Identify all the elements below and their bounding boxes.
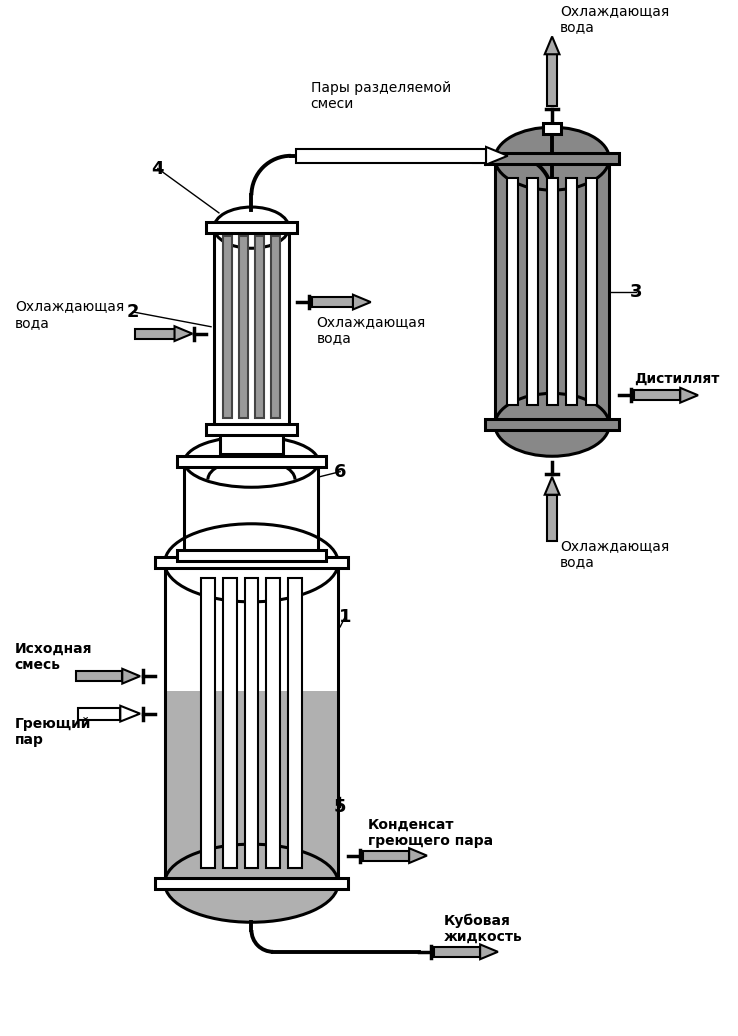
- Bar: [547, 495, 557, 541]
- Bar: [76, 671, 123, 681]
- Polygon shape: [486, 147, 508, 165]
- Bar: [214, 228, 289, 430]
- Bar: [311, 297, 353, 307]
- Text: 6: 6: [334, 463, 346, 481]
- Polygon shape: [545, 477, 559, 495]
- Polygon shape: [123, 669, 140, 684]
- Bar: [165, 563, 338, 884]
- Bar: [206, 425, 297, 435]
- Bar: [495, 159, 610, 425]
- Text: Исходная
смесь: Исходная смесь: [15, 642, 92, 672]
- Bar: [223, 578, 237, 868]
- Polygon shape: [680, 387, 698, 403]
- Ellipse shape: [495, 127, 610, 190]
- Ellipse shape: [495, 394, 610, 456]
- Bar: [239, 235, 248, 418]
- Bar: [244, 578, 258, 868]
- Text: 1: 1: [339, 608, 351, 626]
- Bar: [586, 178, 597, 405]
- Text: 2: 2: [127, 303, 139, 321]
- Polygon shape: [545, 36, 559, 54]
- Bar: [165, 563, 338, 691]
- Bar: [214, 228, 289, 430]
- Bar: [296, 149, 486, 163]
- Bar: [184, 462, 319, 555]
- Ellipse shape: [165, 844, 338, 922]
- Bar: [527, 178, 538, 405]
- Text: Дистиллят: Дистиллят: [634, 371, 720, 385]
- Ellipse shape: [214, 207, 289, 249]
- Bar: [266, 578, 280, 868]
- Polygon shape: [409, 848, 427, 863]
- Bar: [135, 328, 175, 339]
- Text: Греющий
пар: Греющий пар: [15, 717, 92, 747]
- Polygon shape: [120, 706, 140, 721]
- Bar: [434, 947, 480, 956]
- Bar: [220, 430, 283, 455]
- Text: 3: 3: [630, 283, 642, 300]
- Bar: [288, 578, 302, 868]
- Bar: [271, 235, 280, 418]
- Bar: [507, 178, 518, 405]
- Bar: [543, 122, 561, 134]
- Polygon shape: [353, 294, 370, 310]
- Bar: [363, 851, 409, 861]
- Text: Охлаждающая
вода: Охлаждающая вода: [317, 315, 426, 345]
- Bar: [547, 54, 557, 106]
- Bar: [176, 550, 326, 560]
- Bar: [155, 557, 348, 568]
- Bar: [78, 708, 120, 720]
- Bar: [206, 223, 297, 233]
- Bar: [485, 153, 619, 164]
- Text: Охлаждающая
вода: Охлаждающая вода: [560, 4, 669, 34]
- Text: Кубовая
жидкость: Кубовая жидкость: [444, 914, 523, 944]
- Text: 5: 5: [334, 798, 346, 815]
- Bar: [495, 159, 610, 425]
- Bar: [165, 691, 338, 884]
- Polygon shape: [480, 945, 498, 959]
- Bar: [547, 178, 557, 405]
- Bar: [485, 420, 619, 430]
- Bar: [155, 877, 348, 889]
- Text: 4: 4: [151, 160, 164, 177]
- Text: Конденсат
греющего пара: Конденсат греющего пара: [368, 817, 493, 847]
- Bar: [224, 235, 232, 418]
- Bar: [566, 178, 577, 405]
- Bar: [634, 391, 680, 400]
- Text: Пары разделяемой
смеси: Пары разделяемой смеси: [311, 81, 451, 112]
- Text: Охлаждающая
вода: Охлаждающая вода: [15, 299, 124, 329]
- Ellipse shape: [184, 436, 319, 487]
- Ellipse shape: [165, 524, 338, 602]
- Bar: [473, 150, 485, 162]
- Bar: [201, 578, 215, 868]
- Bar: [176, 456, 326, 467]
- Text: Охлаждающая
вода: Охлаждающая вода: [560, 539, 669, 569]
- Polygon shape: [175, 326, 193, 341]
- Bar: [255, 235, 263, 418]
- Bar: [184, 462, 319, 555]
